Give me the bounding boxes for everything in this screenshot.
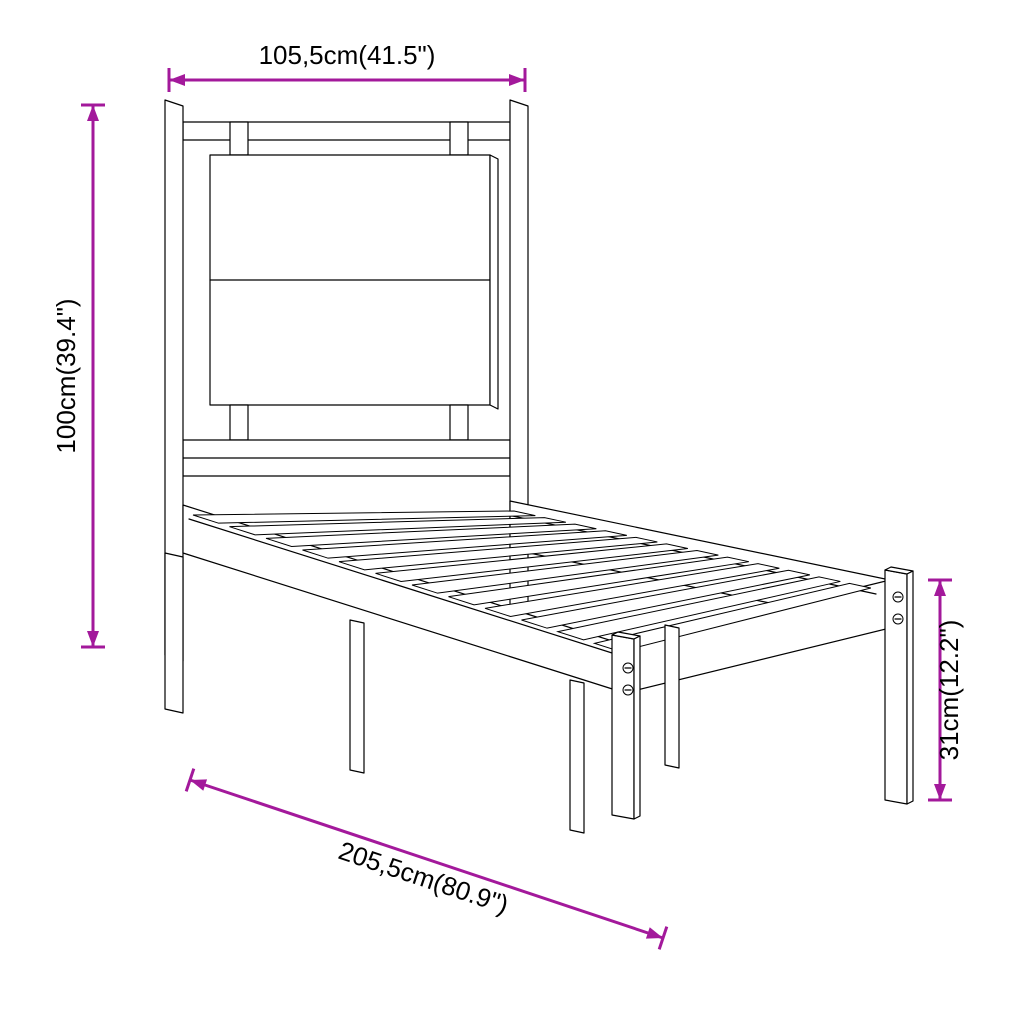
bed-frame-drawing bbox=[165, 100, 913, 833]
dim-label: 31cm(12.2") bbox=[934, 620, 964, 761]
dimension: 31cm(12.2") bbox=[928, 580, 964, 800]
dim-label: 105,5cm(41.5") bbox=[259, 40, 436, 70]
dimension: 205,5cm(80.9") bbox=[186, 769, 667, 950]
dimension: 105,5cm(41.5") bbox=[169, 40, 525, 92]
dim-label: 100cm(39.4") bbox=[51, 298, 81, 453]
dimension: 100cm(39.4") bbox=[51, 105, 105, 647]
